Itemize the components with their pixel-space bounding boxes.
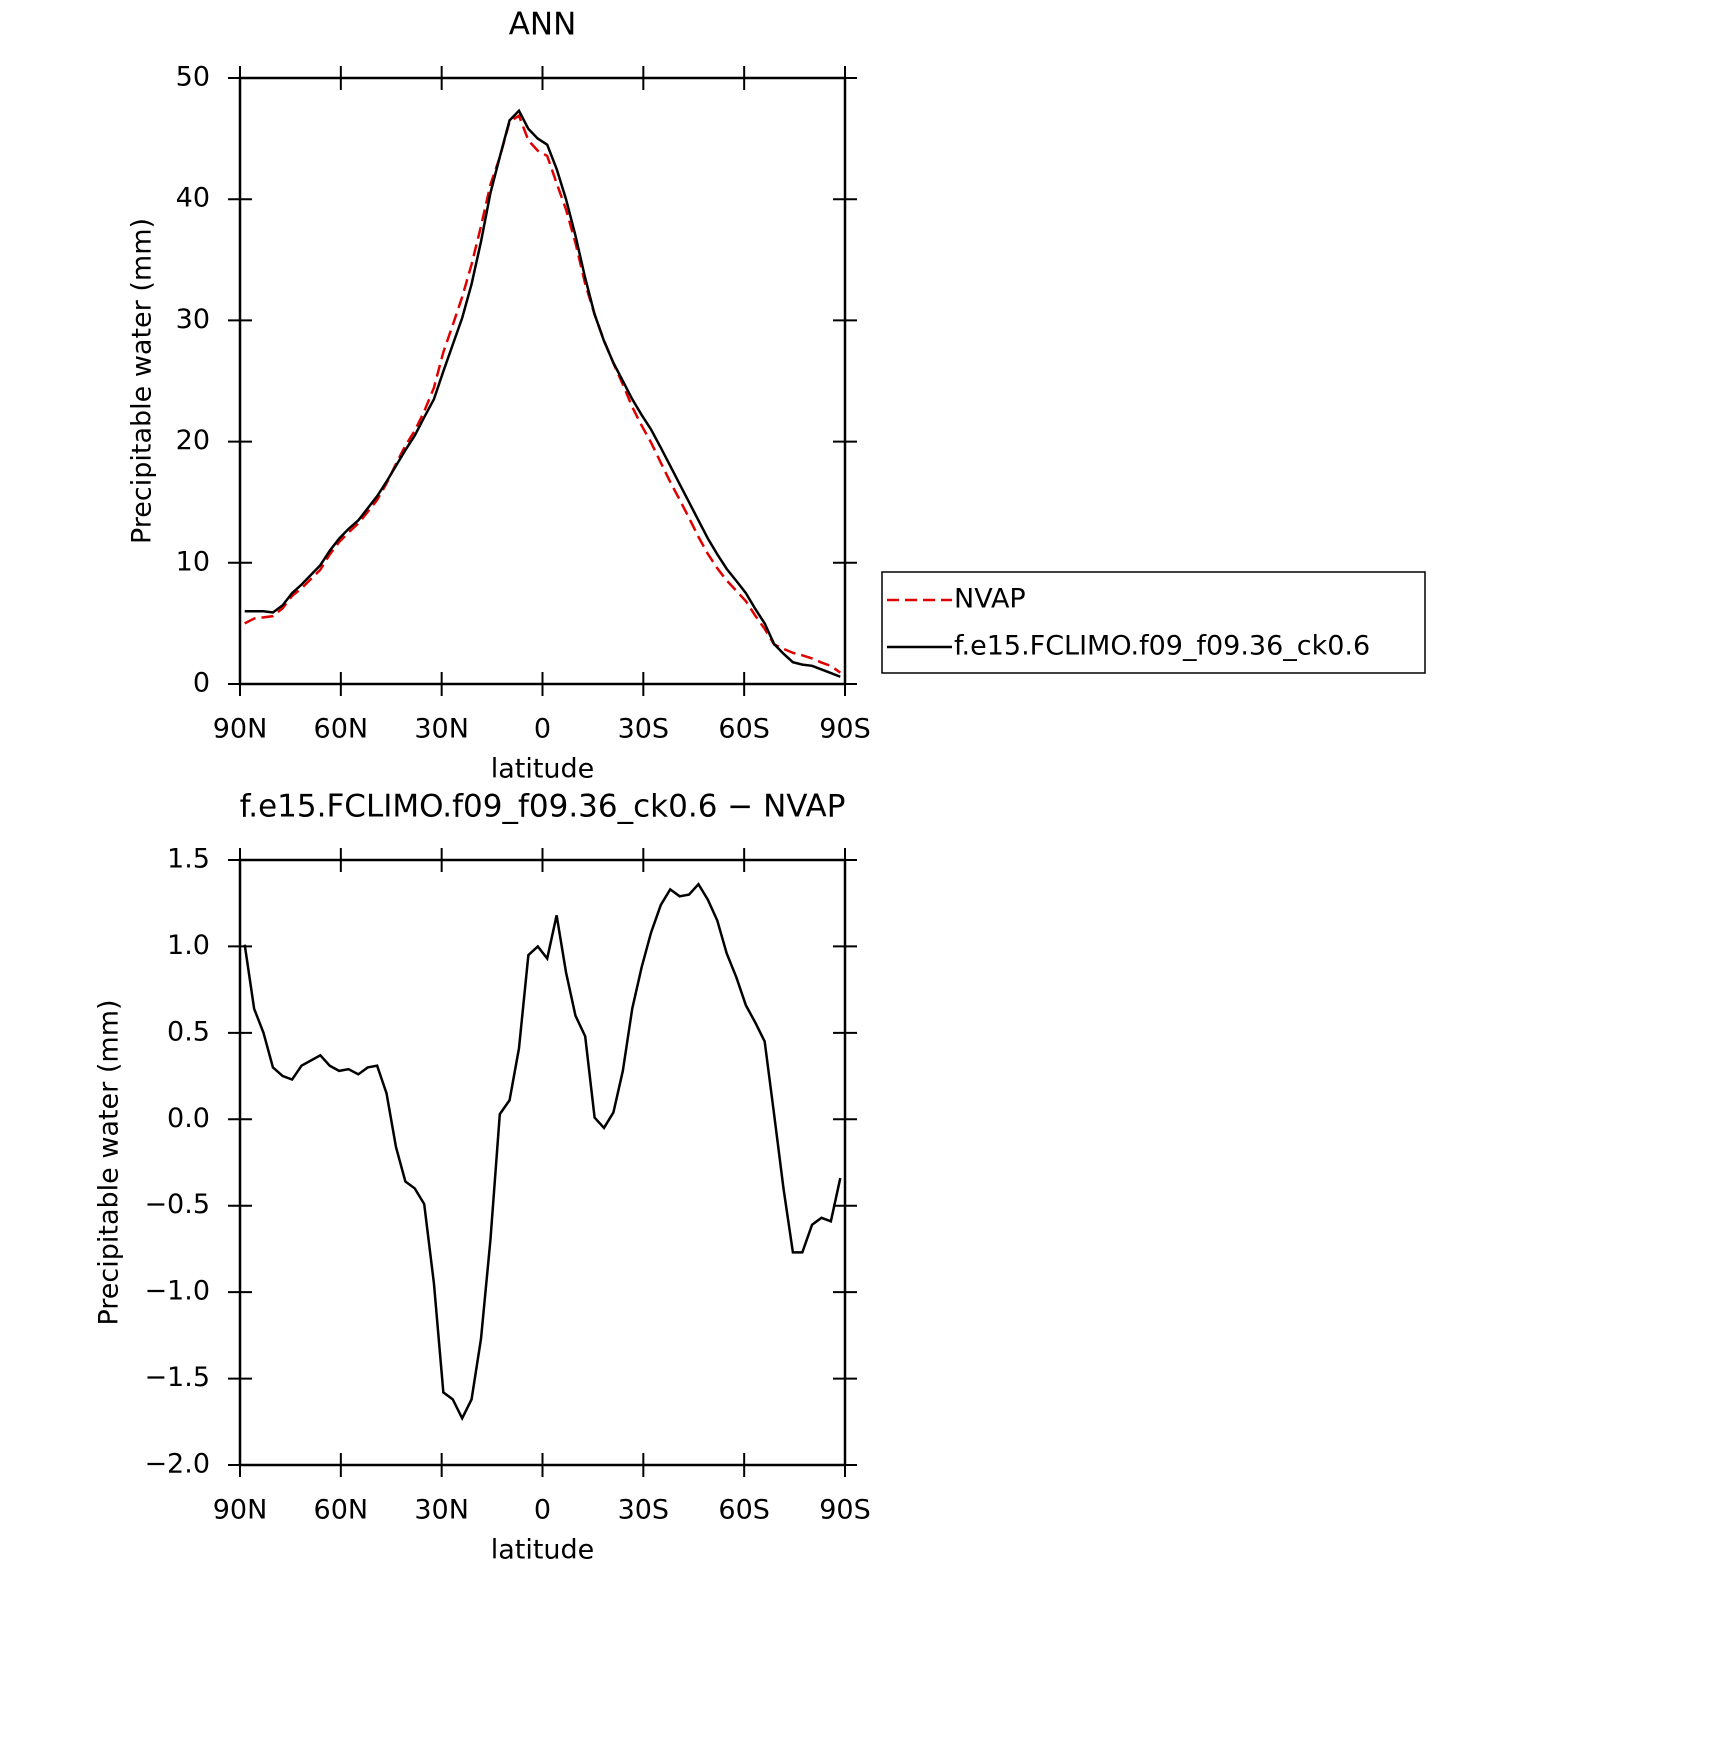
y-tick-label: 0.0 <box>167 1103 210 1134</box>
x-tick-label: 60S <box>718 1495 770 1526</box>
data-line <box>243 882 842 1422</box>
plot-frame <box>238 76 847 686</box>
x-tick-label: 60S <box>718 714 770 745</box>
legend-box <box>881 571 1426 674</box>
y-tick-label: 10 <box>176 546 210 577</box>
y-tick-label: −1.5 <box>144 1362 210 1393</box>
y-tick-label: −2.0 <box>144 1449 210 1480</box>
y-tick-label: 1.5 <box>167 844 210 875</box>
chart-title: ANN <box>509 7 577 43</box>
x-tick-label: 30S <box>618 1495 670 1526</box>
x-axis-label: latitude <box>491 1535 595 1566</box>
x-tick-label: 0 <box>534 714 551 745</box>
y-tick-label: 40 <box>176 183 210 214</box>
x-tick-label: 60N <box>314 714 369 745</box>
chart-title: f.e15.FCLIMO.f09_f09.36_ck0.6 − NVAP <box>240 789 846 825</box>
x-axis-label: latitude <box>491 754 595 785</box>
y-tick-label: −1.0 <box>144 1276 210 1307</box>
y-tick-label: 0.5 <box>167 1016 210 1047</box>
x-tick-label: 90N <box>213 1495 268 1526</box>
legend-label: f.e15.FCLIMO.f09_f09.36_ck0.6 <box>954 631 1370 662</box>
y-axis-label: Precipitable water (mm) <box>94 999 125 1325</box>
x-tick-label: 90S <box>819 1495 871 1526</box>
x-tick-label: 30N <box>414 714 469 745</box>
y-tick-label: 20 <box>176 425 210 456</box>
x-tick-label: 0 <box>534 1495 551 1526</box>
x-tick-label: 30S <box>618 714 670 745</box>
data-line <box>244 113 842 674</box>
data-line <box>244 108 841 678</box>
y-tick-label: 50 <box>176 62 210 93</box>
legend-label: NVAP <box>954 584 1026 615</box>
plot-frame <box>238 858 847 1467</box>
y-tick-label: −0.5 <box>144 1189 210 1220</box>
y-tick-label: 1.0 <box>167 930 210 961</box>
y-tick-label: 0 <box>193 668 210 699</box>
x-tick-label: 90S <box>819 714 871 745</box>
y-axis-label: Precipitable water (mm) <box>127 218 158 544</box>
x-tick-label: 90N <box>213 714 268 745</box>
x-tick-label: 30N <box>414 1495 469 1526</box>
x-tick-label: 60N <box>314 1495 369 1526</box>
y-tick-label: 30 <box>176 304 210 335</box>
